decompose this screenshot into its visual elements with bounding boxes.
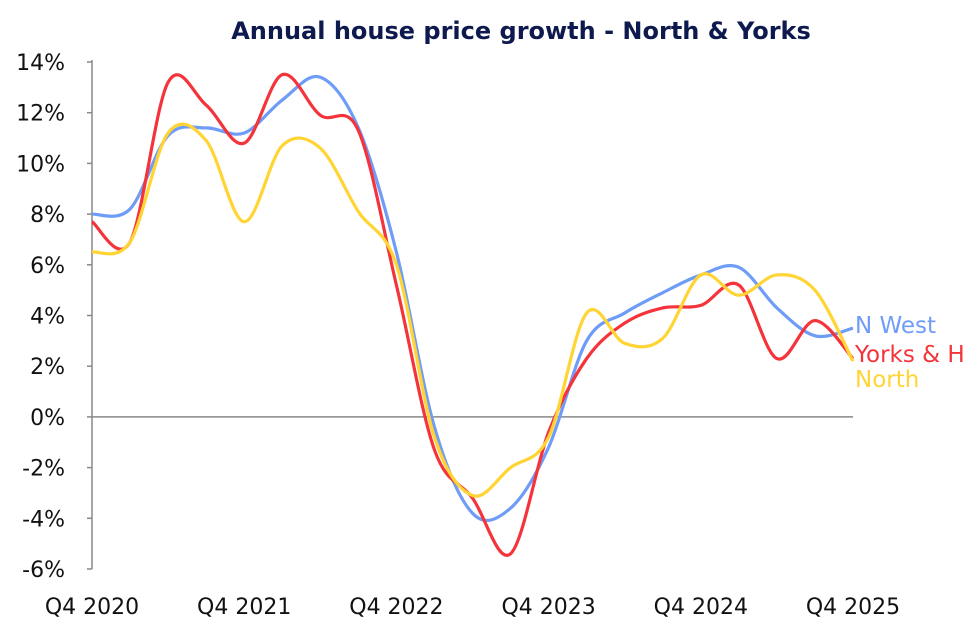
y-tick-label: 2% bbox=[30, 355, 65, 380]
x-tick-label: Q4 2020 bbox=[45, 595, 139, 620]
y-tick-label: 12% bbox=[16, 102, 65, 127]
y-tick-label: -4% bbox=[22, 507, 65, 532]
series-label: North bbox=[855, 367, 919, 393]
y-tick-label: 8% bbox=[30, 203, 65, 228]
x-tick-label: Q4 2022 bbox=[349, 595, 443, 620]
y-tick-label: 0% bbox=[30, 406, 65, 431]
y-tick-label: 4% bbox=[30, 305, 65, 330]
x-tick-label: Q4 2023 bbox=[501, 595, 595, 620]
y-tick-label: -6% bbox=[22, 558, 65, 583]
series-label: Yorks & H bbox=[854, 342, 965, 368]
y-tick-label: 14% bbox=[16, 51, 65, 76]
series-line-yorks-h bbox=[90, 72, 855, 557]
chart-title: Annual house price growth - North & York… bbox=[231, 17, 811, 45]
series-label: N West bbox=[855, 313, 936, 339]
y-tick-label: 10% bbox=[16, 152, 65, 177]
x-tick-label: Q4 2024 bbox=[654, 595, 748, 620]
x-tick-label: Q4 2021 bbox=[197, 595, 291, 620]
x-tick-label: Q4 2025 bbox=[806, 595, 900, 620]
y-tick-label: 6% bbox=[30, 254, 65, 279]
series-line-n-west bbox=[91, 74, 854, 523]
y-tick-label: -2% bbox=[22, 457, 65, 482]
series-line-north bbox=[91, 122, 855, 498]
